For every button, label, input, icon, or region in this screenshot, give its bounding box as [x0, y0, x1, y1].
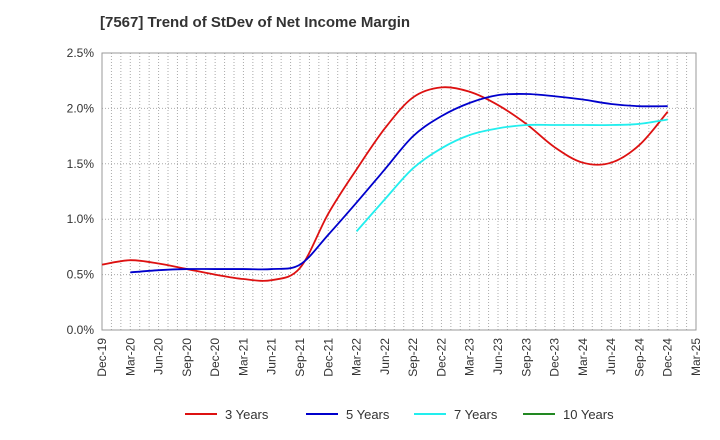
x-tick-label: Sep-20	[180, 338, 194, 377]
x-axis-ticks: Dec-19 Mar-20 Jun-20 Sep-20 Dec-20 Mar-21 Jun-…	[95, 338, 703, 377]
x-tick-label: Sep-21	[293, 338, 307, 377]
legend-label: 10 Years	[563, 407, 614, 422]
grid-lines	[102, 53, 696, 330]
legend-label: 5 Years	[346, 407, 390, 422]
x-tick-label: Dec-21	[321, 338, 335, 377]
x-tick-label: Mar-23	[463, 338, 477, 376]
series-line-7-years	[355, 118, 668, 232]
x-tick-label: Dec-19	[95, 338, 109, 377]
x-tick-label: Mar-25	[689, 338, 703, 376]
x-tick-label: Jun-20	[152, 338, 166, 375]
y-tick-label: 2.0%	[67, 101, 95, 115]
y-tick-label: 0.0%	[67, 323, 95, 337]
x-tick-label: Dec-23	[548, 338, 562, 377]
x-tick-label: Mar-20	[123, 338, 137, 376]
y-axis-ticks: 0.0% 0.5% 1.0% 1.5% 2.0% 2.5%	[67, 46, 95, 337]
x-tick-label: Sep-22	[406, 338, 420, 377]
x-tick-label: Jun-23	[491, 338, 505, 375]
y-tick-label: 1.5%	[67, 157, 95, 171]
plot-area	[101, 52, 697, 331]
x-tick-label: Sep-24	[632, 338, 646, 377]
x-tick-label: Dec-20	[208, 338, 222, 377]
x-tick-label: Jun-21	[265, 338, 279, 375]
x-tick-label: Sep-23	[519, 338, 533, 377]
x-tick-label: Jun-24	[604, 338, 618, 375]
x-tick-label: Jun-22	[378, 338, 392, 375]
x-tick-label: Dec-22	[434, 338, 448, 377]
legend-label: 3 Years	[225, 407, 269, 422]
x-tick-label: Mar-24	[576, 338, 590, 376]
y-tick-label: 0.5%	[67, 268, 95, 282]
chart-title: [7567] Trend of StDev of Net Income Marg…	[100, 14, 411, 31]
series-lines	[101, 86, 669, 282]
x-tick-label: Dec-24	[661, 338, 675, 377]
x-tick-label: Mar-22	[350, 338, 364, 376]
series-line-3-years	[101, 86, 669, 282]
y-tick-label: 2.5%	[67, 46, 95, 60]
legend-label: 7 Years	[454, 407, 498, 422]
x-tick-label: Mar-21	[236, 338, 250, 376]
y-tick-label: 1.0%	[67, 212, 95, 226]
series-line-5-years	[130, 92, 668, 274]
legend: 3 Years 5 Years 7 Years 10 Years	[185, 407, 614, 422]
